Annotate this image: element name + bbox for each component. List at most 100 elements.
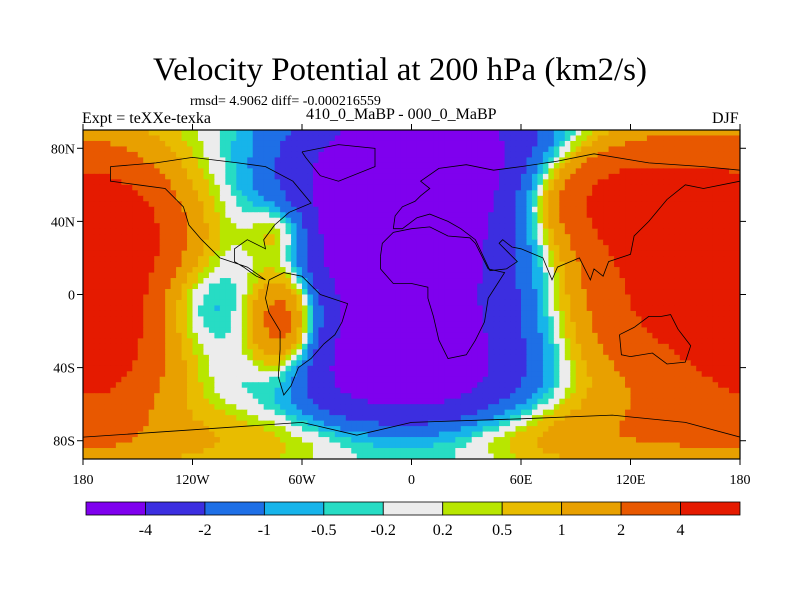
field-cell <box>592 332 599 339</box>
field-cell <box>701 217 708 224</box>
field-cell <box>581 162 588 169</box>
field-cell <box>526 349 533 356</box>
field-cell <box>148 261 155 268</box>
field-cell <box>400 168 407 175</box>
field-cell <box>187 349 194 356</box>
field-cell <box>148 321 155 328</box>
field-cell <box>564 184 571 191</box>
field-cell <box>236 157 243 164</box>
field-cell <box>635 283 643 290</box>
field-cell <box>274 349 281 356</box>
field-cell <box>460 168 467 175</box>
field-cell <box>635 338 643 345</box>
field-cell <box>137 223 144 230</box>
field-cell <box>247 146 254 153</box>
field-cell <box>236 135 243 142</box>
field-cell <box>170 349 177 356</box>
field-cell <box>269 173 276 180</box>
field-cell <box>575 294 582 301</box>
field-cell <box>236 354 243 361</box>
field-cell <box>159 267 166 274</box>
field-cell <box>334 332 341 339</box>
field-cell <box>482 250 489 257</box>
field-cell <box>181 289 188 296</box>
field-cell <box>269 168 276 175</box>
field-cell <box>701 223 708 230</box>
field-cell <box>291 223 298 230</box>
field-cell <box>690 157 697 164</box>
field-cell <box>104 289 111 296</box>
field-cell <box>181 310 188 318</box>
field-cell <box>395 130 402 137</box>
field-cell <box>340 316 347 323</box>
field-cell <box>395 201 402 208</box>
field-cell <box>203 195 210 202</box>
field-cell <box>323 289 330 296</box>
field-cell <box>729 212 736 219</box>
field-cell <box>214 130 221 137</box>
field-cell <box>302 343 309 350</box>
field-cell <box>269 223 276 230</box>
field-cell <box>718 162 725 169</box>
field-cell <box>570 234 577 241</box>
field-cell <box>263 354 270 361</box>
field-cell <box>159 130 166 137</box>
field-cell <box>126 294 133 301</box>
field-cell <box>384 332 391 339</box>
field-cell <box>236 294 243 301</box>
field-cell <box>427 162 434 169</box>
field-cell <box>674 223 681 230</box>
field-cell <box>302 195 309 202</box>
field-cell <box>526 283 533 290</box>
field-cell <box>345 217 352 224</box>
field-cell <box>526 310 533 318</box>
field-cell <box>570 135 577 142</box>
field-cell <box>718 332 725 339</box>
field-cell <box>225 223 232 230</box>
field-cell <box>291 327 298 334</box>
field-cell <box>668 283 675 290</box>
field-cell <box>104 179 111 186</box>
field-cell <box>674 299 681 307</box>
field-cell <box>378 234 385 241</box>
field-cell <box>663 256 670 263</box>
field-cell <box>559 321 566 328</box>
field-cell <box>701 146 708 153</box>
field-cell <box>477 168 484 175</box>
field-cell <box>449 338 456 345</box>
field-cell <box>302 173 309 180</box>
field-cell <box>197 305 205 312</box>
field-cell <box>685 146 692 153</box>
field-cell <box>395 278 402 285</box>
field-cell <box>504 267 511 274</box>
field-cell <box>318 245 325 252</box>
field-cell <box>734 294 740 301</box>
field-cell <box>334 179 341 186</box>
field-cell <box>707 299 714 307</box>
field-cell <box>318 140 325 148</box>
field-cell <box>192 305 199 312</box>
field-cell <box>559 140 566 148</box>
field-cell <box>406 354 413 361</box>
field-cell <box>378 343 385 350</box>
field-cell <box>307 146 314 153</box>
field-cell <box>493 299 500 307</box>
field-cell <box>548 283 555 290</box>
field-cell <box>154 343 161 350</box>
field-cell <box>438 179 445 186</box>
field-cell <box>400 338 407 345</box>
field-cell <box>340 162 347 169</box>
field-cell <box>499 212 506 219</box>
field-cell <box>291 201 298 208</box>
field-cell <box>225 168 232 175</box>
field-cell <box>307 310 314 318</box>
field-cell <box>444 349 451 356</box>
field-cell <box>663 228 670 235</box>
field-cell <box>646 305 653 312</box>
field-cell <box>471 332 478 339</box>
field-cell <box>449 305 456 312</box>
field-cell <box>197 239 205 246</box>
field-cell <box>444 283 451 290</box>
field-cell <box>712 289 719 296</box>
field-cell <box>466 151 473 159</box>
